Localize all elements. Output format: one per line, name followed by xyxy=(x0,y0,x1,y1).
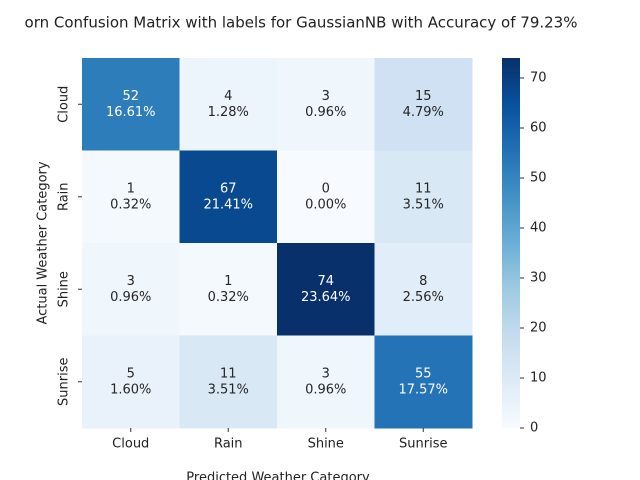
x-tick-label: Sunrise xyxy=(399,437,447,452)
cell-percent: 0.96% xyxy=(305,105,346,120)
heatmap-cell xyxy=(179,58,278,151)
y-tick-label: Cloud xyxy=(57,86,72,123)
cell-percent: 1.28% xyxy=(208,105,249,120)
y-tick-label: Sunrise xyxy=(57,358,72,406)
x-axis-label: Predicted Weather Category xyxy=(186,471,370,480)
colorbar-tick-label: 10 xyxy=(530,371,547,386)
cell-count: 3 xyxy=(322,89,330,104)
cell-count: 4 xyxy=(224,89,232,104)
heatmap-cell xyxy=(179,243,278,336)
cell-count: 11 xyxy=(220,366,237,381)
y-axis-label: Actual Weather Category xyxy=(36,161,51,324)
heatmap-cell xyxy=(374,150,473,244)
chart-title: orn Confusion Matrix with labels for Gau… xyxy=(25,14,578,32)
colorbar-tick-label: 20 xyxy=(530,321,547,336)
cell-count: 74 xyxy=(317,274,334,289)
cell-percent: 0.00% xyxy=(305,197,346,212)
heatmap-cell xyxy=(82,243,180,336)
cell-percent: 4.79% xyxy=(403,105,444,120)
cell-percent: 3.51% xyxy=(403,197,444,212)
cell-percent: 0.32% xyxy=(208,290,249,305)
colorbar-tick-label: 0 xyxy=(530,421,538,436)
cell-percent: 17.57% xyxy=(398,382,448,397)
cell-percent: 0.32% xyxy=(110,197,151,212)
cell-count: 8 xyxy=(419,274,427,289)
cell-count: 3 xyxy=(127,274,135,289)
cell-percent: 21.41% xyxy=(203,197,253,212)
heatmap-cell xyxy=(277,243,375,336)
cell-percent: 2.56% xyxy=(403,290,444,305)
colorbar-tick-label: 70 xyxy=(530,71,547,86)
cell-count: 52 xyxy=(122,89,139,104)
cell-count: 11 xyxy=(415,181,432,196)
heatmap-cell xyxy=(277,58,375,151)
heatmap-cell xyxy=(82,58,180,151)
cell-percent: 0.96% xyxy=(305,382,346,397)
colorbar-tick-label: 60 xyxy=(530,121,547,136)
cell-count: 15 xyxy=(415,89,432,104)
x-tick-label: Rain xyxy=(214,437,243,452)
y-tick-label: Shine xyxy=(57,271,72,307)
heatmap-cell xyxy=(374,335,473,429)
cell-count: 5 xyxy=(127,366,135,381)
colorbar-tick-label: 30 xyxy=(530,271,547,286)
heatmap-cell xyxy=(374,58,473,151)
heatmap-cell xyxy=(277,150,375,244)
heatmap-cell xyxy=(82,335,180,429)
heatmap-cell xyxy=(179,335,278,429)
cell-percent: 0.96% xyxy=(110,290,151,305)
cell-percent: 3.51% xyxy=(208,382,249,397)
colorbar-tick-label: 50 xyxy=(530,171,547,186)
heatmap-cell xyxy=(374,243,473,336)
colorbar-tick-label: 40 xyxy=(530,221,547,236)
cell-count: 1 xyxy=(127,181,135,196)
cell-percent: 1.60% xyxy=(110,382,151,397)
colorbar xyxy=(502,58,520,428)
cell-percent: 16.61% xyxy=(106,105,156,120)
cell-percent: 23.64% xyxy=(301,290,351,305)
cell-count: 1 xyxy=(224,274,232,289)
heatmap-cell xyxy=(179,150,278,244)
x-tick-label: Cloud xyxy=(112,437,149,452)
cell-count: 67 xyxy=(220,181,237,196)
heatmap-cell xyxy=(277,335,375,429)
heatmap-cell xyxy=(82,150,180,244)
cell-count: 55 xyxy=(415,366,432,381)
y-tick-label: Rain xyxy=(57,182,72,211)
x-tick-label: Shine xyxy=(308,437,344,452)
cell-count: 0 xyxy=(322,181,330,196)
cell-count: 3 xyxy=(322,366,330,381)
